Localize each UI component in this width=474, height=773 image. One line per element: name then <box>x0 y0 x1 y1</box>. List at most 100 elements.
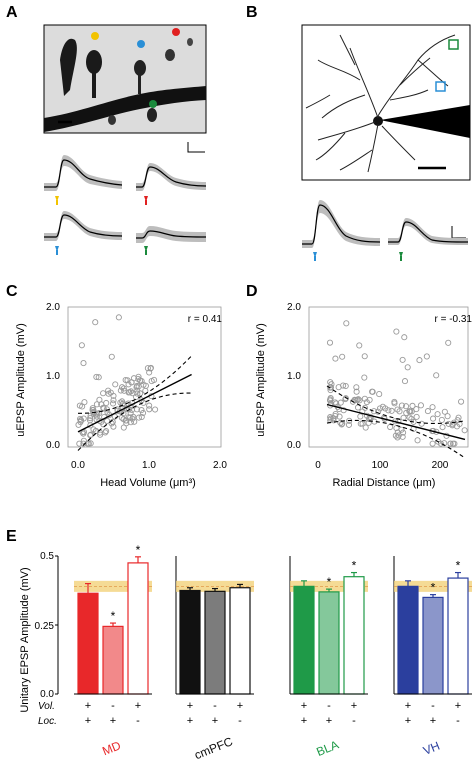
arrow-yellow <box>55 196 59 202</box>
chart-d-point <box>332 399 339 406</box>
condition-sign: - <box>136 715 140 727</box>
chart-c-point <box>135 376 142 383</box>
chart-d-point <box>429 440 436 447</box>
bar-bla-0 <box>293 585 315 695</box>
chart-d-point <box>451 440 458 447</box>
scale-bar-a <box>187 142 205 153</box>
chart-c-point <box>138 407 145 414</box>
panel-letter-d: D <box>246 283 258 300</box>
condition-sign: + <box>351 700 357 712</box>
condition-sign: + <box>110 715 116 727</box>
chart-c-point <box>80 430 87 437</box>
chart-c-point <box>77 418 84 426</box>
panel-letter-e: E <box>6 528 17 545</box>
group-label-cmpfc: cmPFC <box>192 734 235 762</box>
chart-d-point <box>409 402 416 409</box>
condition-sign: - <box>213 700 217 712</box>
chart-d-point <box>357 413 364 420</box>
chart-d-point <box>351 396 358 403</box>
chart-c-point <box>119 384 126 391</box>
chart-d-point <box>376 405 384 412</box>
panel-b-neuron-image <box>301 24 471 181</box>
chart-c-ylabel: uEPSP Amplitude (mV) <box>15 323 27 437</box>
chart-e-ytick-2: 0.5 <box>40 551 54 562</box>
arrow-blue-b <box>313 252 317 258</box>
chart-c-point <box>119 398 126 405</box>
chart-c-point <box>135 373 142 380</box>
chart-d-fit-line <box>326 403 466 441</box>
chart-d-annotation: r = -0.31 <box>434 314 472 325</box>
marker-blue-dot <box>137 40 145 48</box>
row-label-loc: Loc. <box>38 716 57 727</box>
chart-d-point <box>375 408 382 415</box>
row-label-vol: Vol. <box>38 701 55 712</box>
chart-d-ci-upper <box>326 385 466 425</box>
chart-c-point <box>103 399 110 407</box>
chart-c-point <box>96 417 103 424</box>
chart-d-point <box>429 404 436 411</box>
chart-c-point <box>117 399 124 406</box>
chart-c-point <box>109 400 117 407</box>
chart-d-point <box>394 406 401 413</box>
chart-d-xtick-2: 200 <box>432 460 449 471</box>
chart-c-xlabel: Head Volume (μm³) <box>100 477 196 489</box>
chart-c-point <box>140 409 147 417</box>
condition-sign: - <box>456 715 460 727</box>
chart-d-point <box>458 398 465 405</box>
panel-a-traces <box>44 155 207 255</box>
condition-sign: - <box>111 700 115 712</box>
chart-d-point <box>401 378 409 385</box>
bar-cmpfc-2 <box>229 587 251 695</box>
chart-c-xtick-0: 0.0 <box>71 460 85 471</box>
chart-d-point <box>355 396 362 403</box>
chart-d-point <box>398 402 405 409</box>
chart-d-xlabel: Radial Distance (μm) <box>333 477 436 489</box>
chart-c-point <box>104 417 111 424</box>
chart-d-point <box>402 403 410 410</box>
condition-sign: + <box>405 700 411 712</box>
chart-c-point <box>120 385 127 392</box>
chart-d-point <box>379 403 386 410</box>
panel-b-traces <box>302 200 469 261</box>
chart-c-point <box>133 393 140 401</box>
condition-sign: + <box>455 700 461 712</box>
chart-c-point <box>105 387 112 394</box>
chart-d-point <box>441 408 448 415</box>
chart-c-point <box>92 319 99 326</box>
chart-c-point <box>81 399 88 406</box>
chart-d-point <box>391 398 398 405</box>
chart-c-point <box>89 405 96 412</box>
chart-d-ytick-2: 2.0 <box>287 302 301 313</box>
chart-c-point <box>105 390 112 397</box>
chart-d-point <box>401 334 408 341</box>
chart-d-point <box>418 420 425 427</box>
chart-c-xtick-1: 1.0 <box>142 460 156 471</box>
condition-sign: + <box>187 715 193 727</box>
chart-c-point <box>87 415 94 422</box>
chart-c-point <box>93 411 100 418</box>
chart-d-point <box>430 415 437 422</box>
chart-d-point <box>413 406 420 413</box>
chart-d-ytick-0: 0.0 <box>287 440 301 451</box>
condition-sign: + <box>187 700 193 712</box>
chart-c-point <box>77 415 84 422</box>
chart-c-point <box>120 416 127 423</box>
chart-d-point <box>327 379 334 386</box>
chart-d-point <box>369 388 376 395</box>
chart-c-point <box>78 342 85 349</box>
condition-sign: + <box>301 700 307 712</box>
chart-c-point <box>138 413 145 420</box>
chart-d: uEPSP Amplitude (mV) Radial Distance (μm… <box>255 302 472 489</box>
chart-d-point <box>376 391 383 398</box>
chart-c-point <box>100 404 107 411</box>
significance-star: * <box>456 559 461 573</box>
condition-sign: - <box>431 700 435 712</box>
chart-d-point <box>340 382 347 389</box>
chart-d-point <box>416 357 423 364</box>
chart-c-point <box>86 417 94 424</box>
chart-c-point <box>76 440 83 447</box>
chart-d-point <box>447 440 454 447</box>
chart-c-point <box>108 353 115 360</box>
chart-d-point <box>363 399 370 406</box>
